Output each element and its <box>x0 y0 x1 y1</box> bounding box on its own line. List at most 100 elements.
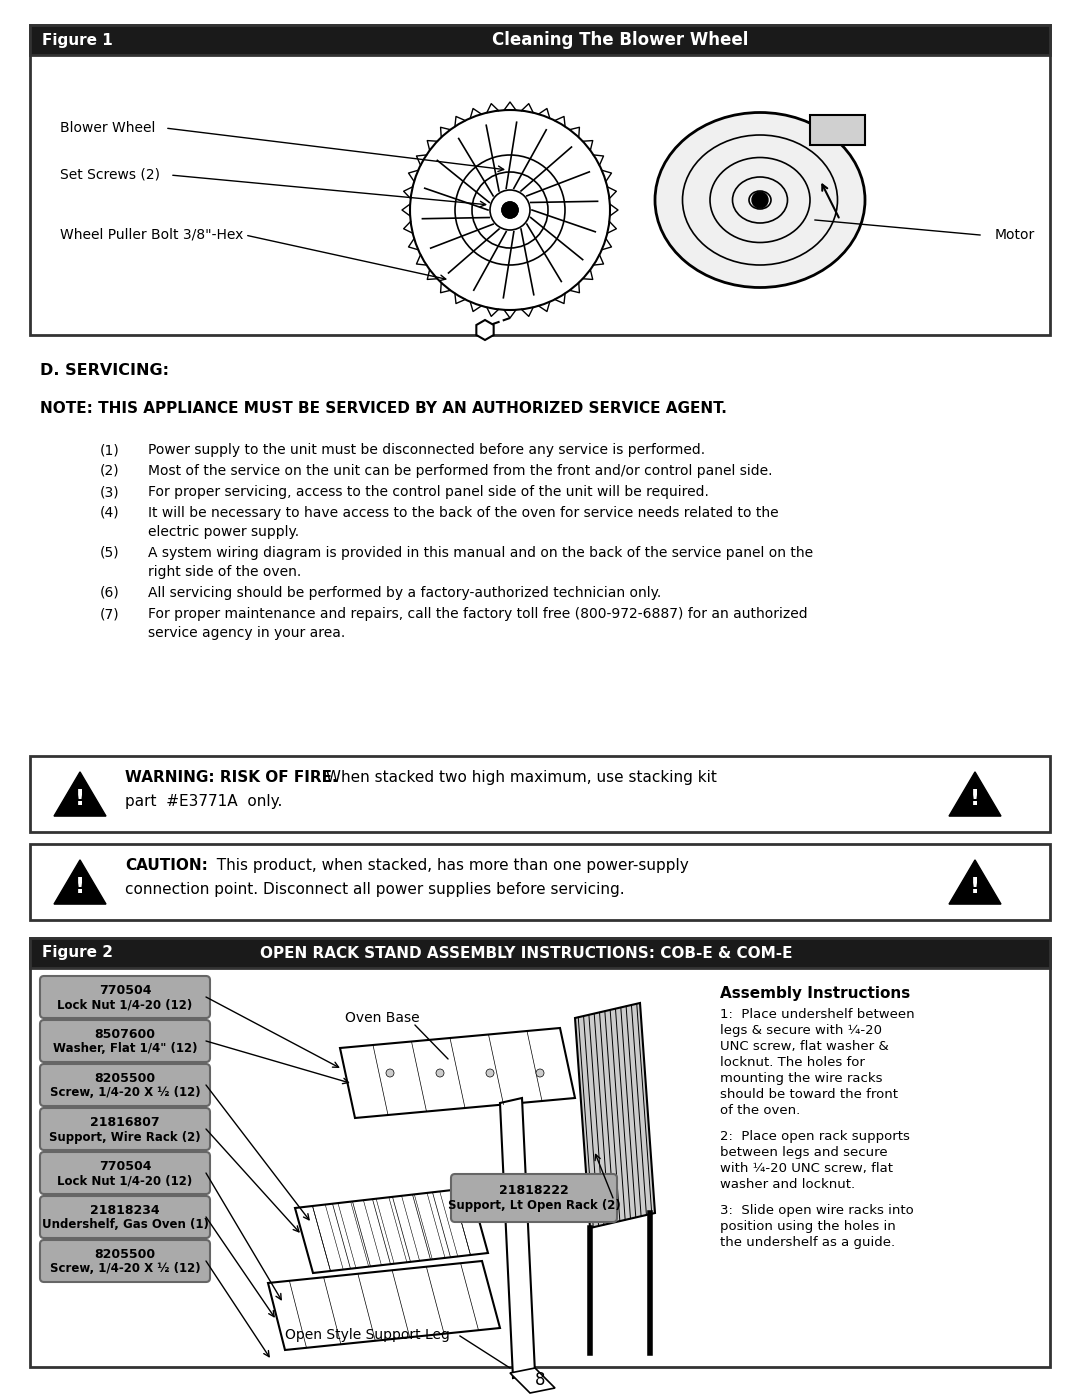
Text: OPEN RACK STAND ASSEMBLY INSTRUCTIONS: COB-E & COM-E: OPEN RACK STAND ASSEMBLY INSTRUCTIONS: C… <box>260 946 793 961</box>
Text: !: ! <box>75 789 85 809</box>
Bar <box>30 756 1050 833</box>
Text: legs & secure with ¼-20: legs & secure with ¼-20 <box>720 1024 882 1037</box>
FancyBboxPatch shape <box>40 1241 210 1282</box>
Text: Assembly Instructions: Assembly Instructions <box>720 986 910 1002</box>
Text: For proper servicing, access to the control panel side of the unit will be requi: For proper servicing, access to the cont… <box>148 485 708 499</box>
Text: Washer, Flat 1/4" (12): Washer, Flat 1/4" (12) <box>53 1042 198 1056</box>
Text: 8205500: 8205500 <box>94 1073 156 1085</box>
Text: the undershelf as a guide.: the undershelf as a guide. <box>720 1236 895 1249</box>
Bar <box>30 25 1050 54</box>
Text: Open Style Support Leg: Open Style Support Leg <box>285 1329 450 1343</box>
Text: (6): (6) <box>100 585 120 599</box>
Text: CAUTION:: CAUTION: <box>125 858 207 873</box>
Text: Wheel Puller Bolt 3/8"-Hex: Wheel Puller Bolt 3/8"-Hex <box>60 228 243 242</box>
Text: UNC screw, flat washer &: UNC screw, flat washer & <box>720 1039 889 1053</box>
Text: Most of the service on the unit can be performed from the front and/or control p: Most of the service on the unit can be p… <box>148 464 772 478</box>
Text: Cleaning The Blower Wheel: Cleaning The Blower Wheel <box>491 31 748 49</box>
Text: Screw, 1/4-20 X ½ (12): Screw, 1/4-20 X ½ (12) <box>50 1263 200 1275</box>
Text: When stacked two high maximum, use stacking kit: When stacked two high maximum, use stack… <box>321 770 717 785</box>
Text: Support, Lt Open Rack (2): Support, Lt Open Rack (2) <box>447 1200 620 1213</box>
Text: (2): (2) <box>100 464 120 478</box>
Bar <box>30 937 1050 1368</box>
Polygon shape <box>949 861 1001 904</box>
Circle shape <box>502 203 518 218</box>
Text: (7): (7) <box>100 608 120 622</box>
Polygon shape <box>476 320 494 339</box>
Circle shape <box>752 191 768 208</box>
Polygon shape <box>810 115 865 145</box>
Text: (4): (4) <box>100 506 120 520</box>
Text: position using the holes in: position using the holes in <box>720 1220 895 1234</box>
Text: All servicing should be performed by a factory-authorized technician only.: All servicing should be performed by a f… <box>148 585 661 599</box>
Text: 770504: 770504 <box>98 1161 151 1173</box>
Text: 3:  Slide open wire racks into: 3: Slide open wire racks into <box>720 1204 914 1217</box>
Text: Figure 1: Figure 1 <box>42 32 112 47</box>
Text: locknut. The holes for: locknut. The holes for <box>720 1056 865 1069</box>
Polygon shape <box>295 1187 488 1273</box>
Text: should be toward the front: should be toward the front <box>720 1088 897 1101</box>
Text: !: ! <box>970 877 980 897</box>
Text: service agency in your area.: service agency in your area. <box>148 626 346 640</box>
Text: It will be necessary to have access to the back of the oven for service needs re: It will be necessary to have access to t… <box>148 506 779 520</box>
Circle shape <box>536 1069 544 1077</box>
Circle shape <box>486 1069 494 1077</box>
Text: Set Screws (2): Set Screws (2) <box>60 168 160 182</box>
Polygon shape <box>575 1003 654 1228</box>
Text: Screw, 1/4-20 X ½ (12): Screw, 1/4-20 X ½ (12) <box>50 1087 200 1099</box>
Text: !: ! <box>75 877 85 897</box>
Text: Undershelf, Gas Oven (1): Undershelf, Gas Oven (1) <box>41 1218 208 1232</box>
Text: 770504: 770504 <box>98 985 151 997</box>
FancyBboxPatch shape <box>40 1065 210 1106</box>
Text: Blower Wheel: Blower Wheel <box>60 122 156 136</box>
Text: connection point. Disconnect all power supplies before servicing.: connection point. Disconnect all power s… <box>125 882 624 897</box>
Text: 8507600: 8507600 <box>95 1028 156 1042</box>
Polygon shape <box>500 1098 535 1377</box>
Text: washer and locknut.: washer and locknut. <box>720 1178 855 1192</box>
Circle shape <box>436 1069 444 1077</box>
Text: 8: 8 <box>535 1370 545 1389</box>
Text: 2:  Place open rack supports: 2: Place open rack supports <box>720 1130 909 1143</box>
Polygon shape <box>54 861 106 904</box>
Polygon shape <box>340 1028 575 1118</box>
Text: mounting the wire racks: mounting the wire racks <box>720 1071 882 1085</box>
Text: Support, Wire Rack (2): Support, Wire Rack (2) <box>50 1130 201 1144</box>
Text: Figure 2: Figure 2 <box>42 946 113 961</box>
Text: part  #E3771A  only.: part #E3771A only. <box>125 793 282 809</box>
Text: with ¼-20 UNC screw, flat: with ¼-20 UNC screw, flat <box>720 1162 893 1175</box>
Polygon shape <box>268 1261 500 1350</box>
FancyBboxPatch shape <box>40 1108 210 1150</box>
FancyBboxPatch shape <box>40 1196 210 1238</box>
Text: 21818234: 21818234 <box>91 1204 160 1218</box>
Text: 8205500: 8205500 <box>94 1249 156 1261</box>
Polygon shape <box>54 773 106 816</box>
FancyBboxPatch shape <box>40 1153 210 1194</box>
Polygon shape <box>510 1368 555 1393</box>
Text: 21818222: 21818222 <box>499 1185 569 1197</box>
Text: (5): (5) <box>100 546 120 560</box>
Text: right side of the oven.: right side of the oven. <box>148 564 301 578</box>
Text: Power supply to the unit must be disconnected before any service is performed.: Power supply to the unit must be disconn… <box>148 443 705 457</box>
Bar <box>30 25 1050 335</box>
Text: !: ! <box>970 789 980 809</box>
Text: electric power supply.: electric power supply. <box>148 525 299 539</box>
Text: This product, when stacked, has more than one power-supply: This product, when stacked, has more tha… <box>207 858 689 873</box>
Text: WARNING: RISK OF FIRE.: WARNING: RISK OF FIRE. <box>125 770 338 785</box>
Text: Lock Nut 1/4-20 (12): Lock Nut 1/4-20 (12) <box>57 1175 192 1187</box>
Text: Motor: Motor <box>995 228 1035 242</box>
Text: 21816807: 21816807 <box>91 1116 160 1130</box>
FancyBboxPatch shape <box>40 977 210 1018</box>
Bar <box>30 937 1050 968</box>
FancyBboxPatch shape <box>451 1173 617 1222</box>
Text: For proper maintenance and repairs, call the factory toll free (800-972-6887) fo: For proper maintenance and repairs, call… <box>148 608 808 622</box>
Text: (3): (3) <box>100 485 120 499</box>
FancyBboxPatch shape <box>40 1020 210 1062</box>
Text: 1:  Place undershelf between: 1: Place undershelf between <box>720 1009 915 1021</box>
Polygon shape <box>949 773 1001 816</box>
Text: of the oven.: of the oven. <box>720 1104 800 1118</box>
Text: between legs and secure: between legs and secure <box>720 1146 888 1160</box>
Text: D. SERVICING:: D. SERVICING: <box>40 363 168 379</box>
Text: (1): (1) <box>100 443 120 457</box>
Text: A system wiring diagram is provided in this manual and on the back of the servic: A system wiring diagram is provided in t… <box>148 546 813 560</box>
Circle shape <box>386 1069 394 1077</box>
Text: Lock Nut 1/4-20 (12): Lock Nut 1/4-20 (12) <box>57 999 192 1011</box>
